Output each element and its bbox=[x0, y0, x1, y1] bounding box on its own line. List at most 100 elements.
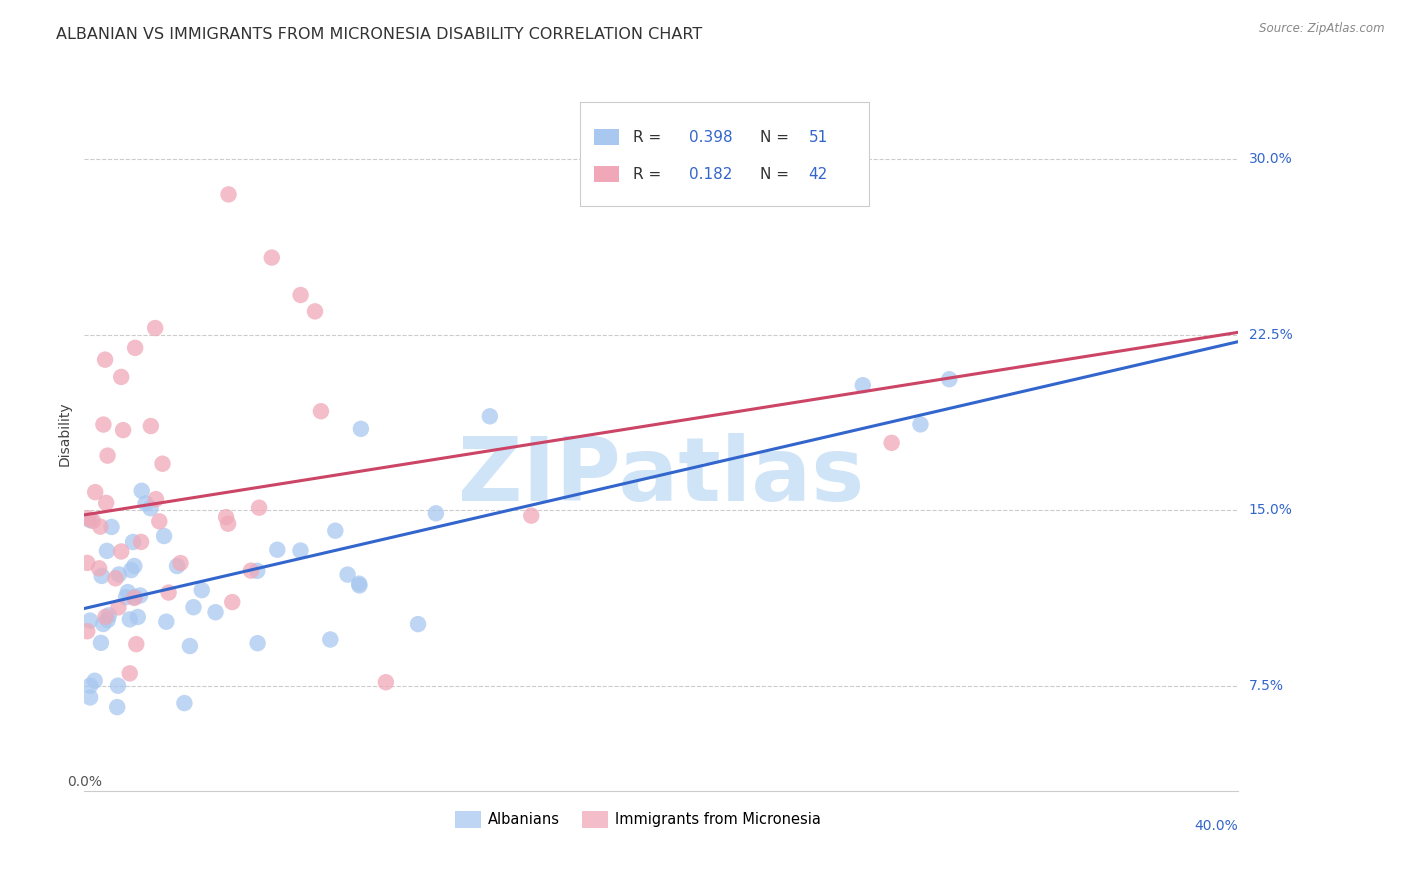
Point bbox=[323, 524, 346, 538]
Point bbox=[240, 564, 263, 578]
Point bbox=[309, 404, 332, 418]
Point bbox=[336, 567, 359, 582]
Point bbox=[347, 576, 370, 591]
Point bbox=[84, 485, 107, 500]
Point bbox=[173, 696, 195, 710]
Point bbox=[304, 304, 326, 318]
FancyBboxPatch shape bbox=[595, 128, 620, 145]
Point bbox=[122, 535, 145, 549]
Point bbox=[89, 519, 111, 533]
Text: 0.0%: 0.0% bbox=[67, 775, 101, 789]
Point bbox=[179, 639, 201, 653]
Legend: Albanians, Immigrants from Micronesia: Albanians, Immigrants from Micronesia bbox=[449, 805, 827, 834]
Point bbox=[108, 567, 131, 582]
Point bbox=[266, 542, 288, 557]
Point bbox=[118, 612, 141, 626]
Text: 51: 51 bbox=[808, 129, 828, 145]
Point bbox=[478, 409, 501, 424]
Point bbox=[129, 535, 152, 549]
Point bbox=[94, 352, 117, 367]
Point bbox=[143, 321, 166, 335]
Text: 0.182: 0.182 bbox=[689, 167, 733, 182]
Text: 42: 42 bbox=[808, 167, 828, 182]
Point bbox=[260, 251, 283, 265]
Point bbox=[290, 543, 312, 558]
Point bbox=[425, 506, 447, 520]
Point bbox=[124, 341, 146, 355]
Point bbox=[217, 516, 239, 531]
Text: N =: N = bbox=[761, 167, 794, 182]
Point bbox=[97, 613, 120, 627]
Point bbox=[166, 559, 188, 574]
Point bbox=[148, 514, 170, 528]
Point bbox=[218, 187, 240, 202]
Point bbox=[124, 559, 146, 574]
Point bbox=[129, 589, 152, 603]
Point bbox=[221, 595, 243, 609]
Point bbox=[374, 675, 396, 690]
Point bbox=[104, 571, 127, 585]
Text: 15.0%: 15.0% bbox=[1249, 503, 1292, 517]
Point bbox=[910, 417, 932, 432]
FancyBboxPatch shape bbox=[595, 166, 620, 182]
Point bbox=[76, 624, 98, 639]
Point bbox=[290, 288, 312, 302]
Point bbox=[76, 511, 98, 525]
Point bbox=[94, 610, 117, 624]
Point bbox=[131, 483, 153, 498]
Text: R =: R = bbox=[633, 167, 666, 182]
Point bbox=[96, 544, 118, 558]
Point bbox=[79, 679, 101, 693]
Point bbox=[107, 679, 129, 693]
Point bbox=[110, 370, 132, 384]
Point bbox=[135, 496, 157, 510]
Text: Source: ZipAtlas.com: Source: ZipAtlas.com bbox=[1260, 22, 1385, 36]
Text: N =: N = bbox=[761, 129, 794, 145]
Point bbox=[87, 561, 110, 575]
Point bbox=[246, 564, 269, 578]
Point bbox=[938, 372, 960, 386]
Point bbox=[190, 583, 212, 598]
Point bbox=[82, 514, 104, 528]
Point bbox=[124, 590, 146, 604]
Point bbox=[97, 608, 120, 623]
Text: 30.0%: 30.0% bbox=[1249, 153, 1292, 166]
Point bbox=[246, 636, 269, 650]
Point bbox=[406, 617, 429, 632]
Point bbox=[90, 569, 112, 583]
Point bbox=[145, 492, 167, 507]
Point bbox=[215, 510, 238, 524]
Text: ALBANIAN VS IMMIGRANTS FROM MICRONESIA DISABILITY CORRELATION CHART: ALBANIAN VS IMMIGRANTS FROM MICRONESIA D… bbox=[56, 27, 703, 42]
Point bbox=[96, 496, 118, 510]
Point bbox=[350, 422, 373, 436]
Point bbox=[139, 501, 162, 516]
Point bbox=[153, 529, 176, 543]
Text: ZIPatlas: ZIPatlas bbox=[458, 434, 865, 521]
Point bbox=[852, 378, 875, 392]
FancyBboxPatch shape bbox=[581, 103, 869, 206]
Point bbox=[100, 520, 122, 534]
Point bbox=[90, 636, 112, 650]
Point bbox=[83, 673, 105, 688]
Point bbox=[880, 435, 903, 450]
Point bbox=[169, 556, 191, 570]
Point bbox=[115, 590, 138, 604]
Point bbox=[349, 578, 371, 592]
Point bbox=[79, 614, 101, 628]
Point bbox=[520, 508, 543, 523]
Point bbox=[93, 417, 115, 432]
Point bbox=[122, 591, 145, 605]
Text: 7.5%: 7.5% bbox=[1249, 679, 1284, 693]
Point bbox=[79, 690, 101, 705]
Point bbox=[117, 585, 139, 599]
Point bbox=[112, 423, 135, 437]
Point bbox=[152, 457, 174, 471]
Point bbox=[155, 615, 177, 629]
Point bbox=[76, 556, 98, 570]
Point bbox=[79, 513, 101, 527]
Point bbox=[139, 419, 162, 434]
Text: 40.0%: 40.0% bbox=[1194, 820, 1237, 833]
Text: R =: R = bbox=[633, 129, 666, 145]
Point bbox=[105, 700, 128, 714]
Point bbox=[118, 666, 141, 681]
